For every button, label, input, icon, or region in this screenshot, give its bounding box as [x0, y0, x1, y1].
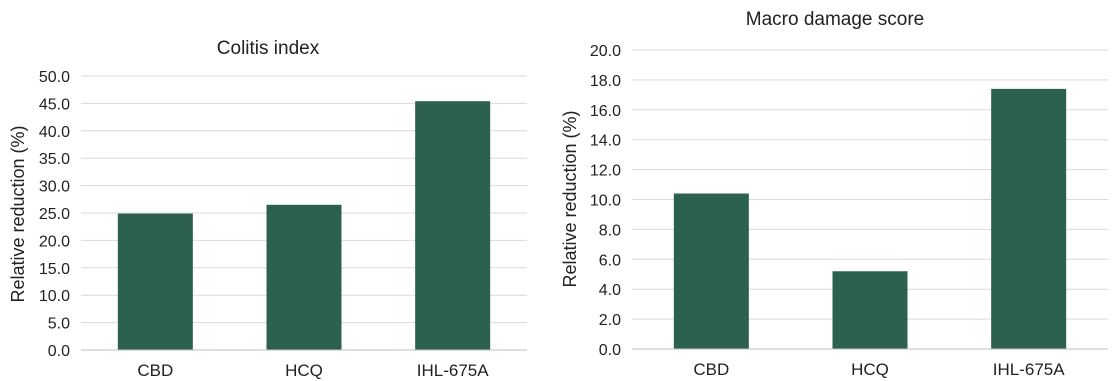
y-tick-label: 0.0	[48, 343, 70, 360]
y-tick-label: 30.0	[39, 179, 70, 196]
bar-cbd	[117, 213, 193, 350]
y-tick-label: 2.0	[599, 312, 621, 329]
x-category-label: HCQ	[851, 360, 889, 379]
y-tick-label: 8.0	[599, 222, 621, 239]
y-tick-label: 20.0	[590, 43, 621, 60]
x-category-label: CBD	[693, 360, 729, 379]
x-category-label: CBD	[137, 361, 173, 380]
y-axis-ticks: 0.0 2.0 4.0 6.0 8.0 10.0 12.0 14.0 16.0 18.0 20.0	[590, 43, 621, 359]
y-tick-label: 4.0	[599, 282, 621, 299]
y-tick-label: 5.0	[48, 316, 70, 333]
chart-title: Colitis index	[217, 38, 320, 59]
y-tick-label: 50.0	[39, 69, 70, 86]
y-tick-label: 12.0	[590, 163, 621, 180]
y-tick-label: 45.0	[39, 96, 70, 113]
y-tick-label: 15.0	[39, 261, 70, 278]
y-tick-label: 25.0	[39, 206, 70, 223]
y-axis-ticks: 0.0 5.0 10.0 15.0 20.0 25.0 30.0 35.0 40.0 45.0 50…	[39, 69, 70, 360]
y-axis-label: Relative reduction (%)	[560, 110, 580, 287]
bars	[117, 101, 491, 350]
y-tick-label: 10.0	[39, 288, 70, 305]
x-axis-categories: CBD HCQ IHL-675A	[137, 361, 489, 380]
chart-title: Macro damage score	[746, 9, 924, 30]
bar-hcq	[266, 204, 342, 350]
bar-ihl-675a	[991, 88, 1067, 350]
y-tick-label: 6.0	[599, 252, 621, 269]
y-tick-label: 10.0	[590, 193, 621, 210]
x-category-label: HCQ	[285, 361, 323, 380]
y-tick-label: 35.0	[39, 151, 70, 168]
bar-cbd	[673, 193, 749, 349]
y-tick-label: 16.0	[590, 103, 621, 120]
y-tick-label: 0.0	[599, 342, 621, 359]
x-category-label: IHL-675A	[417, 361, 489, 380]
y-tick-label: 40.0	[39, 124, 70, 141]
y-axis-label: Relative reduction (%)	[8, 125, 28, 302]
chart-colitis-index: Colitis index Relative reduction (%) 0.0…	[8, 38, 527, 380]
y-tick-label: 20.0	[39, 233, 70, 250]
y-tick-label: 18.0	[590, 73, 621, 90]
y-tick-label: 14.0	[590, 133, 621, 150]
bar-hcq	[832, 271, 908, 349]
bars	[673, 88, 1067, 350]
x-axis-categories: CBD HCQ IHL-675A	[693, 360, 1065, 379]
x-category-label: IHL-675A	[993, 360, 1065, 379]
bar-ihl-675a	[415, 101, 491, 350]
chart-macro-damage-score: Macro damage score Relative reduction (%…	[560, 9, 1108, 379]
